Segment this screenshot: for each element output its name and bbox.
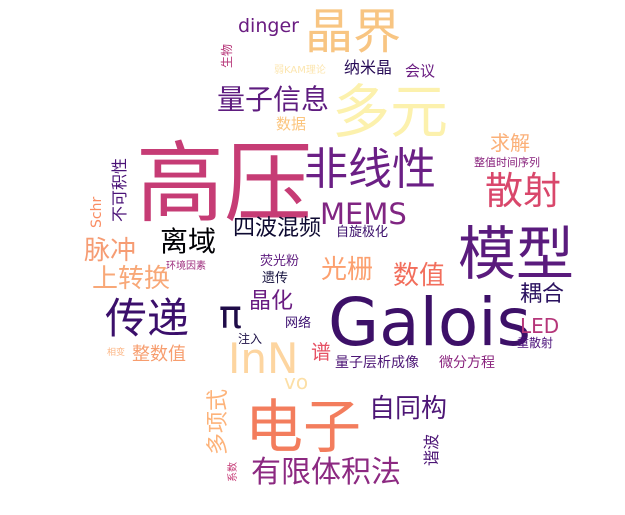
word-pu: 谱 <box>311 340 331 364</box>
word-vo: vo <box>284 370 309 394</box>
word-zitonggou: 自同构 <box>369 394 448 424</box>
word-shuzhi: 数值 <box>393 261 446 291</box>
word-zhengshuzhi: 整数值 <box>132 344 186 365</box>
word-shuju: 数据 <box>276 115 307 133</box>
word-zixuanjihua: 自旋极化 <box>336 225 389 240</box>
word-qiujie: 求解 <box>490 131 530 155</box>
word-huanjingyinsu: 环境因素 <box>166 261 206 272</box>
word-ruokamlilun: 弱KAM理论 <box>274 65 326 76</box>
word-moxing: 模型 <box>458 220 575 288</box>
word-liangzixinxi: 量子信息 <box>217 83 330 116</box>
word-namijing: 纳米晶 <box>344 58 393 77</box>
word-dianzi: 电子 <box>245 393 362 461</box>
word-liangzicengxichengxiang: 量子层析成像 <box>335 355 419 371</box>
word-sibohunpin: 四波混频 <box>233 216 322 241</box>
word-maichong: 脉冲 <box>84 236 137 266</box>
word-shangzhuanhuan: 上转换 <box>92 264 171 294</box>
word-galois: Galois <box>328 284 532 361</box>
word-shengwu: 生物 <box>220 43 234 68</box>
word-huiyi: 会议 <box>405 62 436 80</box>
word-duoyuan: 多元 <box>332 78 449 146</box>
word-chuandi: 传递 <box>105 294 190 343</box>
word-led: LED <box>520 314 560 338</box>
word-bukejixing: 不可积性 <box>110 157 129 222</box>
word-zhuru: 注入 <box>238 332 263 346</box>
word-wangluo: 网络 <box>285 316 312 331</box>
word-yichuan: 遗传 <box>262 271 289 286</box>
word-zhengzhishijianxulie: 整值时间序列 <box>474 156 540 169</box>
word-inn: InN <box>228 334 299 383</box>
word-mems: MEMS <box>320 197 407 231</box>
word-weifenfangcheng: 微分方程 <box>439 355 495 371</box>
word-yingguangfen: 荧光粉 <box>260 254 300 269</box>
word-guangshan: 光栅 <box>321 255 374 285</box>
word-youxiantijifa: 有限体积法 <box>251 455 401 490</box>
word-chongsanshe: 重散射 <box>517 336 554 350</box>
word-xishu: 系数 <box>228 462 239 482</box>
word-jingjie: 晶界 <box>305 4 402 60</box>
word-xiebo: 谐波 <box>422 433 441 466</box>
word-ouhe: 耦合 <box>520 282 565 307</box>
word-dinger: dinger <box>238 15 299 37</box>
word-liyu: 离域 <box>160 225 217 258</box>
word-schr: Schr <box>89 196 105 228</box>
word-xiangbian: 相变 <box>107 348 126 358</box>
word-jinghua: 晶化 <box>249 289 294 314</box>
word-pi: π <box>219 293 242 337</box>
word-duoxiangshi: 多项式 <box>206 388 231 455</box>
word-feixianxing: 非线性 <box>304 144 436 195</box>
word-sanshe: 散射 <box>485 169 562 213</box>
word-gaoya: 高压 <box>136 132 313 235</box>
